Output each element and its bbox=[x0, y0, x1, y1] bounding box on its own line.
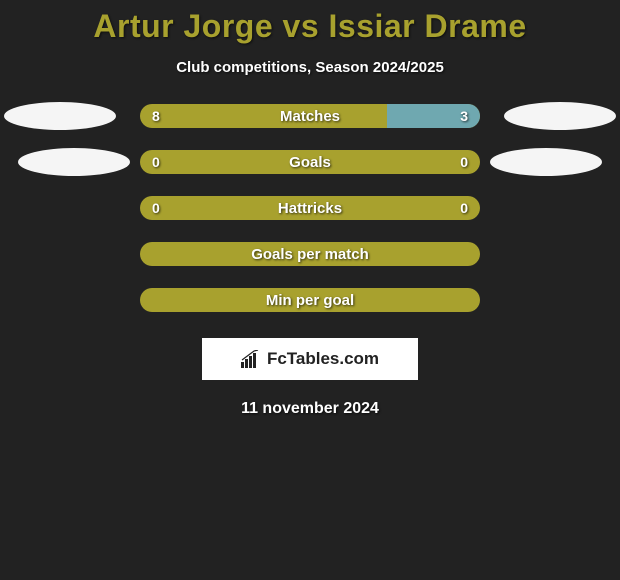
stat-bar: Goals per match bbox=[140, 242, 480, 266]
player-left-ellipse bbox=[4, 102, 116, 130]
stat-label: Goals bbox=[140, 150, 480, 174]
stat-left-value: 0 bbox=[152, 150, 160, 174]
logo-badge: FcTables.com bbox=[202, 338, 418, 380]
stat-row: 83Matches bbox=[0, 104, 620, 128]
stat-row: Min per goal bbox=[0, 288, 620, 312]
player-left-ellipse bbox=[18, 148, 130, 176]
stat-label: Hattricks bbox=[140, 196, 480, 220]
stat-right-value: 0 bbox=[460, 196, 468, 220]
stat-bar: 0 0Hattricks bbox=[140, 196, 480, 220]
stat-bar: 0 0Goals bbox=[140, 150, 480, 174]
stat-right-value: 0 bbox=[460, 150, 468, 174]
stat-bar: 83Matches bbox=[140, 104, 480, 128]
subtitle: Club competitions, Season 2024/2025 bbox=[0, 59, 620, 76]
stat-row: 0 0Hattricks bbox=[0, 196, 620, 220]
stat-left-value: 0 bbox=[152, 196, 160, 220]
stat-row: 0 0Goals bbox=[0, 150, 620, 174]
date-line: 11 november 2024 bbox=[0, 400, 620, 418]
player-right-ellipse bbox=[490, 148, 602, 176]
stat-label: Min per goal bbox=[140, 288, 480, 312]
stat-left-value: 8 bbox=[152, 104, 160, 128]
stat-rows: 83Matches00Goals00HattricksGoals per mat… bbox=[0, 104, 620, 312]
stat-label: Goals per match bbox=[140, 242, 480, 266]
stat-bar: Min per goal bbox=[140, 288, 480, 312]
bar-chart-icon bbox=[241, 350, 261, 368]
page-title: Artur Jorge vs Issiar Drame bbox=[0, 8, 620, 45]
player-right-ellipse bbox=[504, 102, 616, 130]
stat-right-value: 3 bbox=[460, 104, 468, 128]
logo-text: FcTables.com bbox=[267, 349, 379, 369]
stat-row: Goals per match bbox=[0, 242, 620, 266]
comparison-infographic: Artur Jorge vs Issiar Drame Club competi… bbox=[0, 0, 620, 418]
